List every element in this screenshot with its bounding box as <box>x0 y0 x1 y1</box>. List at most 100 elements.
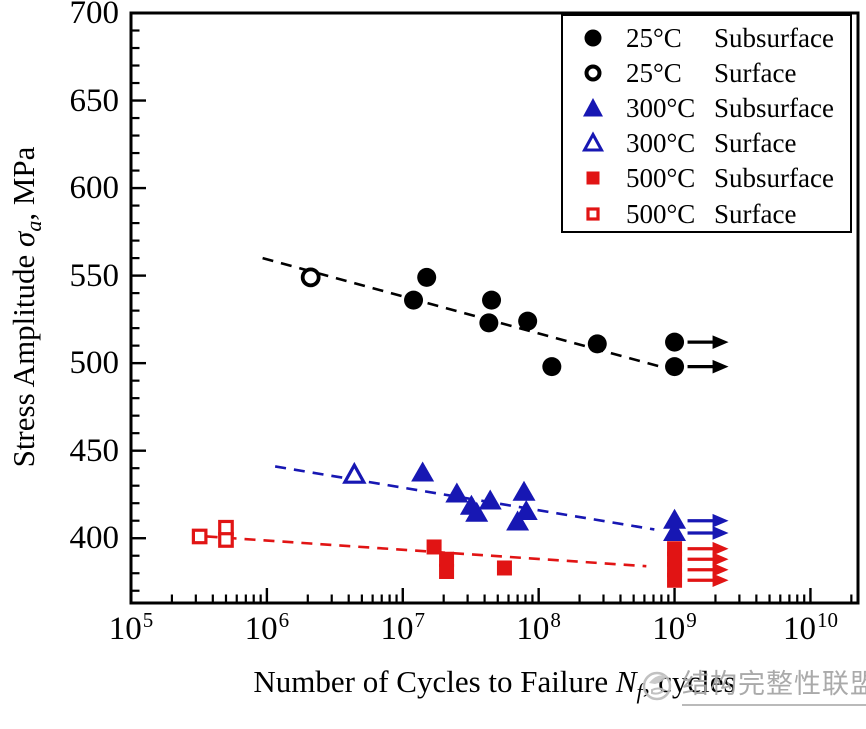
data-point-300C-subsurface <box>512 480 536 501</box>
filled-triangle-icon <box>583 97 603 117</box>
data-point-500C-subsurface <box>496 560 512 576</box>
x-tick-base: 10 <box>244 611 278 647</box>
data-point-25C-subsurface <box>542 357 562 377</box>
data-point-300C-surface <box>342 461 367 484</box>
data-point-500C-surface <box>191 528 208 545</box>
runout-arrow-head-icon <box>712 359 729 374</box>
runout-arrow-head-icon <box>712 541 729 556</box>
legend-temp-label: 500°C <box>626 198 696 229</box>
plot-frame <box>129 11 860 605</box>
x-tick-label: 105 <box>86 608 176 652</box>
sigma-symbol: σ <box>6 231 41 247</box>
legend-surface-label: Subsurface <box>714 22 834 53</box>
x-tick-label: 1010 <box>765 608 855 652</box>
y-tick-label: 450 <box>69 432 120 469</box>
data-point-25C-subsurface <box>587 334 607 354</box>
data-point-300C-subsurface <box>663 520 687 541</box>
x-tick-label: 107 <box>358 608 448 652</box>
runout-arrow-head-icon <box>712 335 729 349</box>
y-axis-title-text: Stress Amplitude <box>6 246 41 468</box>
y-tick-label: 600 <box>69 170 120 207</box>
open-circle-icon <box>584 64 602 82</box>
x-axis-title-text: Number of Cycles to Failure <box>253 664 616 699</box>
y-axis-title-units: , MPa <box>6 146 41 221</box>
legend-row-25c-subsurface: 25°C Subsurface <box>563 20 850 55</box>
data-point-300C-subsurface <box>514 499 538 520</box>
data-point-300C-subsurface <box>465 501 489 522</box>
x-tick-base: 10 <box>516 611 550 647</box>
x-tick-base: 10 <box>380 611 414 647</box>
y-axis-title: Stress Amplitude σa, MPa <box>6 0 46 627</box>
x-tick-base: 10 <box>782 611 816 647</box>
runout-arrow-head-icon <box>712 562 729 577</box>
data-point-300C-subsurface <box>478 489 502 510</box>
data-point-500C-surface <box>218 519 234 536</box>
trend-line <box>262 256 674 372</box>
data-point-300C-subsurface <box>445 482 469 503</box>
x-tick-exponent: 6 <box>278 608 290 632</box>
legend-temp-label: 300°C <box>626 92 696 123</box>
data-point-25C-subsurface <box>417 267 437 287</box>
y-tick-label: 650 <box>69 82 120 119</box>
data-point-300C-subsurface <box>411 461 435 482</box>
y-tick-label: 400 <box>69 520 120 557</box>
x-tick-label: 108 <box>494 608 584 652</box>
open-triangle-icon <box>581 131 605 152</box>
y-tick-label: 550 <box>69 257 120 294</box>
open-square-icon <box>586 206 600 221</box>
data-point-500C-subsurface <box>439 563 455 579</box>
data-point-300C-subsurface <box>663 508 687 529</box>
data-point-25C-subsurface <box>665 332 685 352</box>
x-tick-exponent: 10 <box>816 608 838 632</box>
y-tick-label: 700 <box>69 0 120 31</box>
legend-row-500c-subsurface: 500°C Subsurface <box>563 161 850 196</box>
data-point-500C-surface <box>218 532 234 548</box>
x-tick-exponent: 8 <box>550 608 561 632</box>
legend: 25°C Subsurface 25°C Surface 300°C Subsu… <box>561 14 852 233</box>
data-point-25C-subsurface <box>479 313 499 333</box>
data-point-500C-subsurface <box>667 572 683 588</box>
n-symbol: N <box>615 664 637 699</box>
watermark: 结构完整性联盟 <box>636 662 866 706</box>
x-tick-exponent: 5 <box>142 608 154 632</box>
x-tick-label: 106 <box>222 608 312 652</box>
data-point-500C-subsurface <box>439 551 455 567</box>
legend-surface-label: Subsurface <box>714 92 834 123</box>
runout-arrow-head-icon <box>712 513 729 528</box>
y-tick-label: 500 <box>69 345 120 382</box>
legend-surface-label: Surface <box>714 57 797 88</box>
data-point-300C-subsurface <box>506 510 530 531</box>
watermark-text: 结构完整性联盟 <box>682 662 866 706</box>
runout-arrow-head-icon <box>712 552 729 567</box>
legend-temp-label: 300°C <box>626 128 696 159</box>
trend-line <box>206 535 647 568</box>
filled-square-icon <box>586 171 600 185</box>
data-point-25C-subsurface <box>518 311 538 331</box>
sigma-subscript: a <box>21 220 46 232</box>
legend-row-300c-subsurface: 300°C Subsurface <box>563 90 850 125</box>
data-point-25C-subsurface <box>404 290 424 310</box>
data-point-500C-subsurface <box>426 539 442 555</box>
data-point-25C-surface <box>300 267 321 288</box>
legend-row-500c-surface: 500°C Surface <box>563 196 850 231</box>
legend-temp-label: 25°C <box>626 57 682 88</box>
data-point-25C-subsurface <box>482 290 502 310</box>
x-axis-title: Number of Cycles to Failure Nf, cycles <box>131 664 858 704</box>
data-point-25C-subsurface <box>665 357 685 377</box>
legend-temp-label: 25°C <box>626 22 682 53</box>
legend-temp-label: 500°C <box>626 163 696 194</box>
x-tick-label: 109 <box>630 608 720 652</box>
filled-circle-icon <box>584 29 602 47</box>
legend-row-300c-surface: 300°C Surface <box>563 126 850 161</box>
x-tick-base: 10 <box>108 611 142 647</box>
n-subscript: f <box>636 679 643 704</box>
watermark-logo-icon <box>642 671 672 701</box>
legend-row-25c-surface: 25°C Surface <box>563 55 850 90</box>
runout-arrow-head-icon <box>712 526 729 540</box>
runout-arrow-head-icon <box>712 573 729 588</box>
x-tick-exponent: 7 <box>414 608 426 632</box>
x-tick-base: 10 <box>652 611 686 647</box>
legend-surface-label: Surface <box>714 198 797 229</box>
